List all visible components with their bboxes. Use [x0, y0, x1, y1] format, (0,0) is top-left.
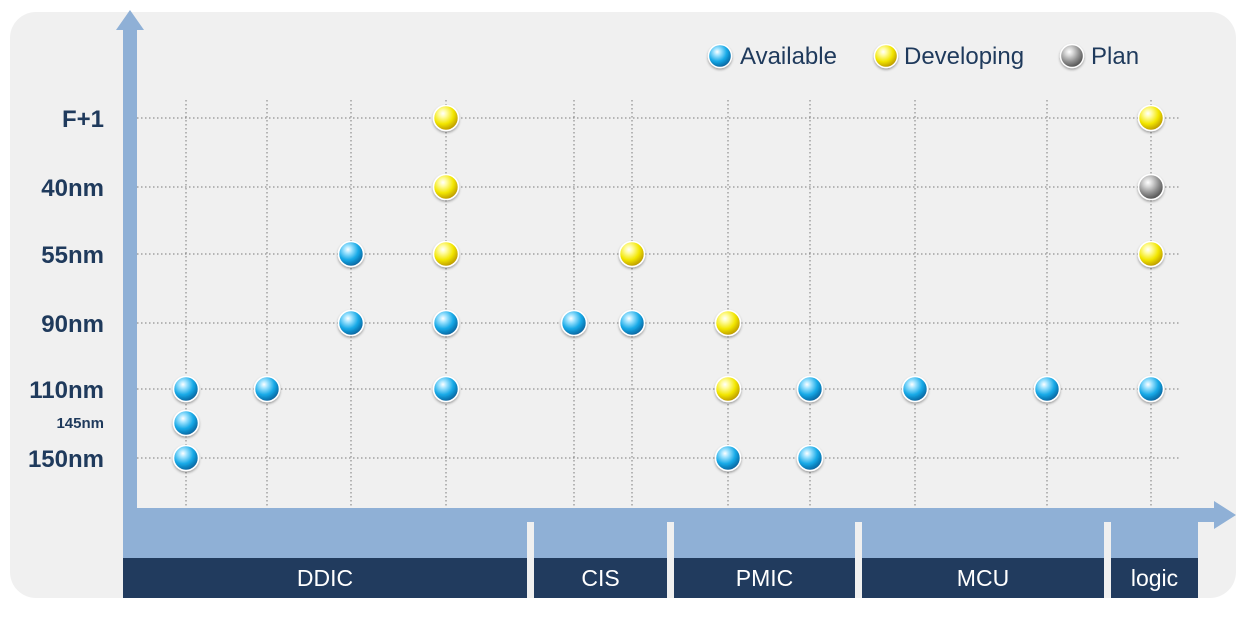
category-band-cis — [534, 522, 667, 558]
legend-label-plan: Plan — [1091, 43, 1139, 70]
point-ll-55nm-developing — [1137, 240, 1165, 268]
data-points — [172, 104, 1165, 472]
group-label-mcu: MCU — [957, 565, 1009, 591]
legend-label-developing: Developing — [904, 43, 1024, 70]
legend-marker-available — [707, 43, 733, 69]
group-label-cis: CIS — [581, 565, 619, 591]
point-bcd-90nm-developing — [714, 309, 742, 337]
point-lddi-150nm-available — [172, 444, 200, 472]
y-tick-label-f-1: F+1 — [62, 106, 104, 133]
grid — [137, 100, 1180, 508]
point-otp-mtp-110nm-available — [901, 375, 929, 403]
point-flash-110nm-available — [1033, 375, 1061, 403]
point-bcd-150nm-available — [714, 444, 742, 472]
plot-background — [10, 12, 1236, 598]
y-tick-label-90nm: 90nm — [41, 311, 104, 338]
group-band-pmic — [674, 558, 855, 598]
category-band-mcu — [862, 522, 1104, 558]
point-amoled-40nm-developing — [432, 173, 460, 201]
y-tick-label-150nm: 150nm — [28, 446, 104, 473]
legend-marker-plan — [1059, 43, 1085, 69]
group-band-logic — [1111, 558, 1198, 598]
group-band-ddic — [123, 558, 527, 598]
point-lddi-145nm-available — [172, 409, 200, 437]
y-tick-label-40nm: 40nm — [41, 175, 104, 202]
point-pmic-150nm-available — [796, 444, 824, 472]
x-axis-arrow — [1214, 501, 1236, 529]
point-bsi-90nm-available — [618, 309, 646, 337]
category-band-logic — [1111, 522, 1198, 558]
category-band-pmic — [674, 522, 855, 558]
point-amoled-90nm-available — [432, 309, 460, 337]
point-pmic-110nm-available — [796, 375, 824, 403]
group-label-ddic: DDIC — [297, 565, 353, 591]
point-amoled-110nm-available — [432, 375, 460, 403]
category-groups: DDIC CIS PMIC MCU logic — [123, 522, 1198, 598]
group-label-logic: logic — [1131, 565, 1178, 591]
x-axis — [123, 508, 1215, 522]
legend-label-available: Available — [740, 43, 837, 70]
point-ll-40nm-plan — [1137, 173, 1165, 201]
y-axis — [123, 28, 137, 516]
point-tddi-55nm-available — [337, 240, 365, 268]
point-amoled-55nm-developing — [432, 240, 460, 268]
point-ll-f-1-developing — [1137, 104, 1165, 132]
group-band-cis — [534, 558, 667, 598]
point-amoled-f-1-developing — [432, 104, 460, 132]
point-bsi-55nm-developing — [618, 240, 646, 268]
y-axis-arrow — [116, 10, 144, 30]
legend-marker-developing — [873, 43, 899, 69]
point-bcd-110nm-developing — [714, 375, 742, 403]
y-tick-label-110nm: 110nm — [29, 377, 104, 404]
y-tick-label-145nm: 145nm — [56, 415, 104, 432]
category-band-ddic — [123, 522, 527, 558]
point-ll-110nm-available — [1137, 375, 1165, 403]
point-fsi-90nm-available — [560, 309, 588, 337]
point-tddi-90nm-available — [337, 309, 365, 337]
group-band-mcu — [862, 558, 1104, 598]
point-lddi-110nm-available — [172, 375, 200, 403]
legend: Available Developing Plan — [707, 43, 1139, 70]
group-label-pmic: PMIC — [736, 565, 794, 591]
y-axis-labels: 150nm 145nm 110nm 90nm 55nm 40nm F+1 — [28, 106, 104, 473]
point-sddi-110nm-available — [253, 375, 281, 403]
y-tick-label-55nm: 55nm — [41, 242, 104, 269]
